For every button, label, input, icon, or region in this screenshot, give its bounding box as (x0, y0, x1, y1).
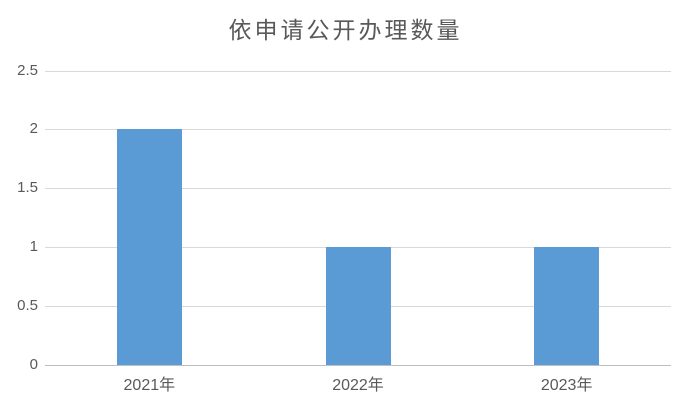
y-tick-label: 2.5 (17, 61, 38, 79)
y-tick-label: 0 (29, 356, 38, 373)
gridline (45, 70, 671, 72)
gridline (45, 129, 671, 131)
x-category-label: 2022年 (332, 377, 384, 394)
x-category-label: 2021年 (123, 377, 176, 394)
x-axis-line (45, 365, 671, 366)
y-tick-label: 1 (29, 238, 38, 256)
chart-title: 依申请公开办理数量 (228, 18, 463, 44)
y-tick-label: 2 (29, 120, 38, 138)
y-tick-label: 0.5 (17, 297, 38, 315)
bar-2022年 (325, 247, 391, 365)
bar-2021年 (116, 129, 182, 365)
y-tick-label: 1.5 (17, 179, 38, 197)
x-category-label: 2023年 (540, 377, 593, 394)
bar-2023年 (534, 247, 600, 365)
gridline (45, 188, 671, 190)
plot-area (45, 40, 671, 365)
